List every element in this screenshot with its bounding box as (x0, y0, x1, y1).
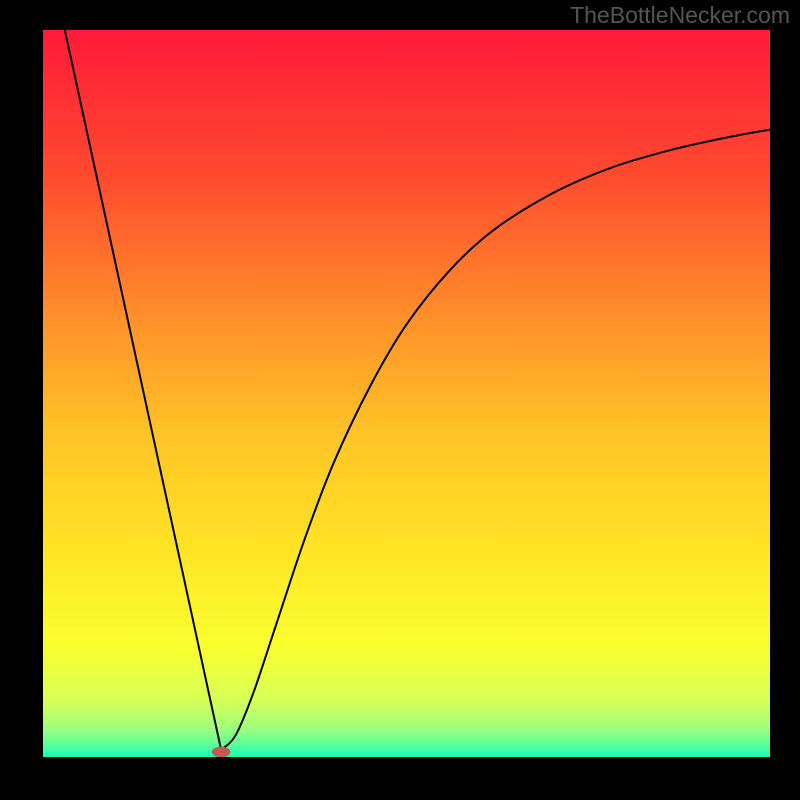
plot-background (43, 30, 770, 757)
optimal-point-marker (212, 747, 229, 756)
plot-svg (0, 0, 800, 800)
chart-canvas: TheBottleNecker.com (0, 0, 800, 800)
watermark-text: TheBottleNecker.com (570, 2, 790, 29)
